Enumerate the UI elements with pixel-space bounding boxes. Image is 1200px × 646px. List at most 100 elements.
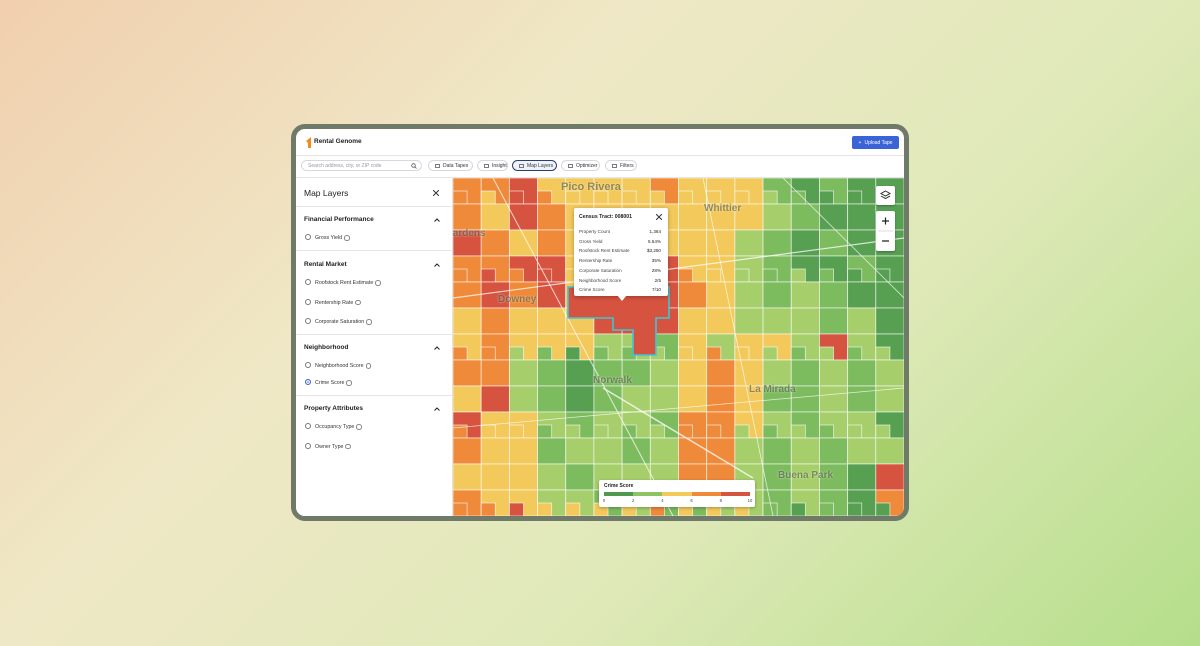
tab-icon: [568, 164, 573, 168]
layers-button[interactable]: [876, 186, 895, 205]
selected-tract: [567, 286, 670, 356]
tract: [819, 359, 849, 387]
legend-tick: 10: [747, 498, 753, 503]
option-label[interactable]: Crime Score: [315, 380, 352, 386]
tract: [453, 346, 468, 361]
tract: [565, 502, 581, 516]
legend-swatch: [604, 492, 634, 496]
option-label[interactable]: Occupancy Type: [315, 424, 362, 430]
popup-value: 28%: [651, 267, 661, 273]
brand: Rental Genome: [314, 138, 362, 145]
tract: [480, 502, 496, 516]
option-label[interactable]: Gross Yield: [315, 235, 350, 241]
tab-label: Optimizer: [576, 162, 598, 169]
tract: [453, 203, 482, 231]
radio[interactable]: [305, 362, 311, 368]
radio[interactable]: [305, 423, 311, 429]
tract: [790, 385, 820, 413]
radio[interactable]: [305, 298, 311, 305]
tract: [875, 268, 891, 283]
popup-key: Corporate Saturation: [579, 267, 622, 273]
collapse-icon[interactable]: [434, 218, 440, 222]
legend: Crime Score 0 2 4 6 8 10: [599, 480, 755, 507]
popup-close[interactable]: [656, 214, 662, 220]
info-icon[interactable]: [345, 443, 351, 449]
collapse-icon[interactable]: [434, 263, 440, 267]
info-icon[interactable]: [366, 319, 372, 325]
info-icon[interactable]: [346, 380, 352, 386]
section-title: Property Attributes: [304, 405, 363, 412]
popup-key: Roofstock Rent Estimate: [579, 248, 630, 254]
popup-value: 5.54%: [647, 238, 661, 244]
tract: [790, 463, 820, 491]
option-label[interactable]: Neighborhood Score: [315, 363, 372, 369]
tract: [790, 346, 806, 361]
toolbar-tab[interactable]: Optimizer: [561, 160, 600, 171]
place-label: La Mirada: [749, 384, 796, 395]
tract: [508, 190, 524, 205]
section-title: Neighborhood: [304, 344, 349, 351]
tract: [480, 463, 510, 491]
tract: [734, 359, 764, 387]
option-label[interactable]: Roofstock Rent Estimate: [315, 280, 381, 286]
tract: [565, 437, 595, 465]
toolbar-tab[interactable]: Map Layers: [512, 160, 557, 171]
option-label[interactable]: Corporate Saturation: [315, 319, 372, 325]
tract: [678, 229, 708, 257]
tract: [790, 424, 806, 439]
popup-pointer: [617, 295, 627, 301]
collapse-icon[interactable]: [434, 407, 440, 411]
tract: [537, 424, 553, 439]
tract: [678, 359, 708, 387]
divider: [296, 155, 904, 156]
legend-swatch: [633, 492, 663, 496]
popup-value: 2/5: [654, 277, 661, 283]
place-label: Norwalk: [593, 375, 632, 386]
info-icon[interactable]: [375, 280, 381, 286]
info-icon[interactable]: [365, 363, 372, 369]
tract: [621, 424, 637, 439]
radio[interactable]: [305, 234, 311, 240]
street: [492, 178, 674, 516]
tract: [706, 359, 736, 387]
legend-tick: 6: [690, 498, 693, 503]
tract: [537, 307, 567, 335]
zoom-in[interactable]: [882, 217, 889, 225]
tract: [480, 359, 510, 387]
tab-icon: [519, 164, 524, 168]
street: [453, 387, 904, 429]
close-icon[interactable]: [433, 190, 439, 196]
info-icon[interactable]: [344, 235, 350, 241]
toolbar-tab[interactable]: Insight: [477, 160, 508, 171]
option-label[interactable]: Rentership Rate: [315, 299, 361, 306]
toolbar-tab[interactable]: Data Tapes: [428, 160, 473, 171]
radio[interactable]: [305, 379, 311, 385]
radio[interactable]: [305, 318, 311, 324]
tract: [706, 385, 736, 413]
toolbar-tab[interactable]: Filters: [605, 160, 637, 171]
tract: [453, 307, 482, 335]
radio[interactable]: [305, 279, 311, 285]
collapse-icon[interactable]: [434, 346, 440, 350]
option-label[interactable]: Owner Type: [315, 443, 351, 450]
radio[interactable]: [305, 442, 311, 449]
tract: [508, 359, 538, 387]
street: [453, 237, 904, 299]
legend-title: Crime Score: [604, 483, 634, 489]
place-label: Gardens: [453, 228, 486, 239]
info-icon[interactable]: [355, 299, 361, 305]
tract: [734, 203, 764, 231]
tract: [734, 229, 764, 257]
tract: [537, 437, 567, 465]
search-box[interactable]: Search address, city, or ZIP code: [301, 160, 422, 171]
upload-button[interactable]: + Upload Tape: [852, 136, 899, 149]
tract: [480, 385, 510, 413]
tract: [621, 437, 651, 465]
tract: [706, 268, 722, 283]
tract: [819, 424, 834, 439]
tab-label: Insight: [492, 162, 507, 169]
info-icon[interactable]: [356, 424, 362, 430]
tract: [537, 203, 567, 231]
tab-icon: [435, 164, 440, 168]
divider: [296, 177, 904, 178]
